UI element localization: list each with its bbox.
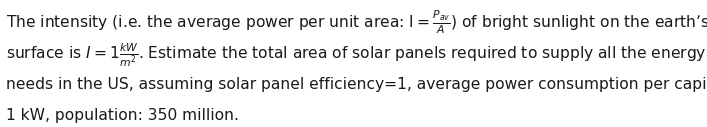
Text: The intensity (i.e. the average power per unit area: I = $\frac{P_{av}}{A}$) of : The intensity (i.e. the average power pe…: [6, 8, 707, 36]
Text: surface is $\mathit{I}$ = 1$\frac{kW}{m^{2}}$. Estimate the total area of solar : surface is $\mathit{I}$ = 1$\frac{kW}{m^…: [6, 41, 707, 69]
Text: 1 kW, population: 350 million.: 1 kW, population: 350 million.: [6, 108, 239, 123]
Text: needs in the US, assuming solar panel efficiency=1, average power consumption pe: needs in the US, assuming solar panel ef…: [6, 77, 707, 92]
